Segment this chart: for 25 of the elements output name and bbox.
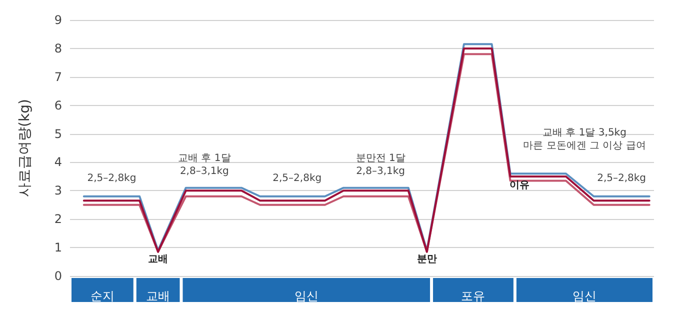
annotation: 교배 후 1달 3,5kg 마른 모돈에겐 그 이상 급여 [523,127,646,152]
x-tick-label: 임신 [294,289,318,303]
y-tick-label: 5 [54,126,62,141]
y-tick-label: 2 [54,212,62,226]
annotation: 교배 후 1달 2,8–3,1kg [178,152,231,177]
y-tick-label: 3 [54,184,62,198]
annotation: 이유 [510,180,530,192]
y-tick-label: 9 [54,13,62,27]
y-tick-label: 0 [54,269,62,283]
x-tick-label: 교배 [146,289,170,303]
y-tick-label: 4 [54,155,62,170]
annotation: 분만전 1달 2,8–3,1kg [356,152,406,177]
annotation: 2,5–2,8kg [87,172,136,184]
annotation: 교배 [148,254,168,266]
y-tick-label: 8 [54,41,62,56]
y-tick-label: 1 [54,240,62,255]
y-tick-label: 6 [54,98,62,112]
annotation: 2,5–2,8kg [272,172,322,184]
y-tick-label: 7 [54,70,62,84]
y-axis-title: 사료급여량(kg) [17,99,33,197]
x-tick-label: 임신 [572,289,596,303]
x-tick-label: 포유 [461,289,486,303]
annotation: 분만 [416,254,437,266]
annotation: 2,5–2,8kg [597,172,646,184]
x-tick-label: 순지 [90,289,114,303]
